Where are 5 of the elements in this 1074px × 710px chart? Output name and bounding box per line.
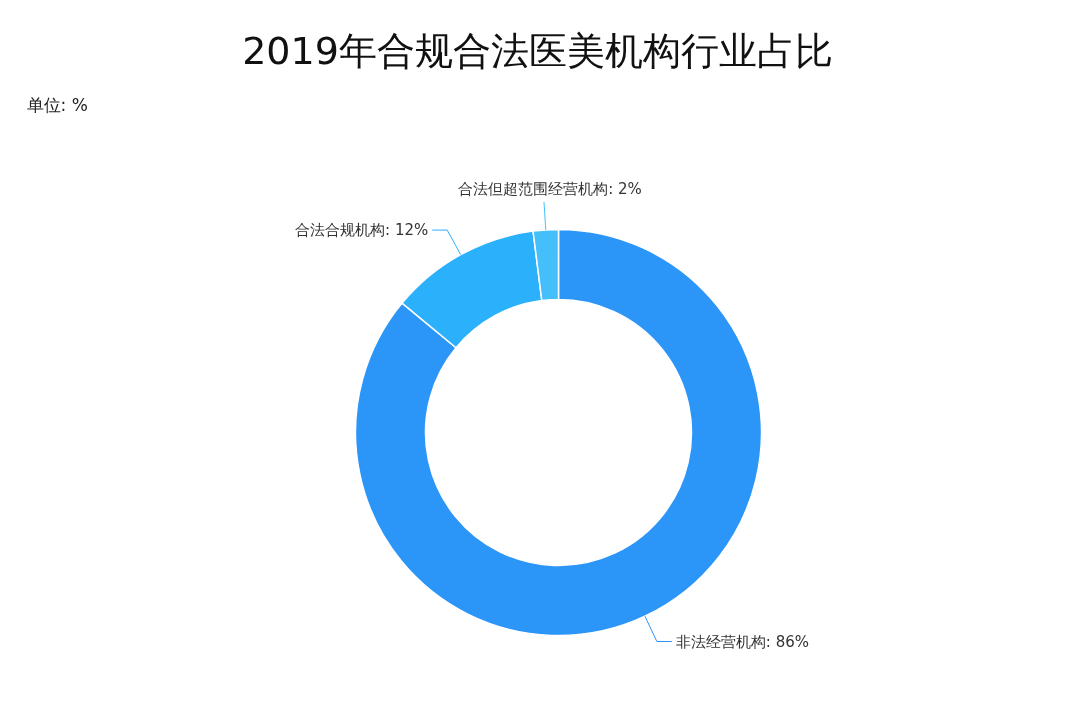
chart-title: 2019年合规合法医美机构行业占比 [242, 28, 833, 73]
slice-label: 非法经营机构: 86% [675, 632, 810, 651]
slice-label: 合法合规机构: 12% [295, 221, 429, 240]
slice-label: 合法但超范围经营机构: 2% [458, 179, 642, 198]
text: 单位: % [26, 94, 88, 115]
